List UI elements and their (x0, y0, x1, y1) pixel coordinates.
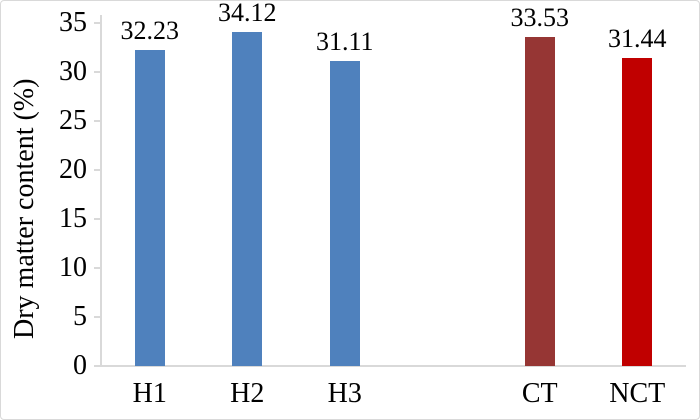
x-category-label-h2: H2 (230, 378, 265, 409)
y-tick-label: 15 (59, 203, 87, 234)
bar-nct (622, 57, 653, 366)
y-tick-mark (94, 218, 101, 220)
y-axis-line (100, 15, 102, 366)
y-tick-mark (94, 120, 101, 122)
x-category-label-h1: H1 (132, 378, 167, 409)
x-category-label-h3: H3 (327, 378, 362, 409)
y-tick-mark (94, 71, 101, 73)
bar-h3 (329, 61, 360, 366)
x-category-label-nct: NCT (609, 378, 666, 409)
bar-value-label-h2: 34.12 (218, 0, 277, 27)
y-tick-mark (94, 267, 101, 269)
bar-value-label-h3: 31.11 (315, 27, 374, 57)
bar-value-label-nct: 31.44 (608, 23, 667, 53)
x-category-label-ct: CT (521, 378, 558, 409)
bar-value-label-h1: 32.23 (120, 16, 180, 46)
y-tick-label: 5 (73, 301, 87, 332)
y-tick-mark (94, 169, 101, 171)
y-tick-label: 20 (59, 154, 87, 185)
y-tick-label: 35 (59, 7, 87, 38)
bar-h2 (232, 31, 263, 366)
y-tick-mark (94, 316, 101, 318)
x-axis-line (94, 365, 686, 367)
bar-h1 (134, 50, 165, 366)
y-tick-label: 10 (59, 252, 87, 283)
y-tick-label: 25 (59, 105, 87, 136)
bar-value-label-ct: 33.53 (510, 3, 570, 33)
y-tick-label: 30 (59, 56, 87, 87)
y-tick-label: 0 (73, 350, 87, 381)
y-tick-mark (94, 365, 101, 367)
bar-ct (524, 37, 555, 366)
y-tick-mark (94, 22, 101, 24)
